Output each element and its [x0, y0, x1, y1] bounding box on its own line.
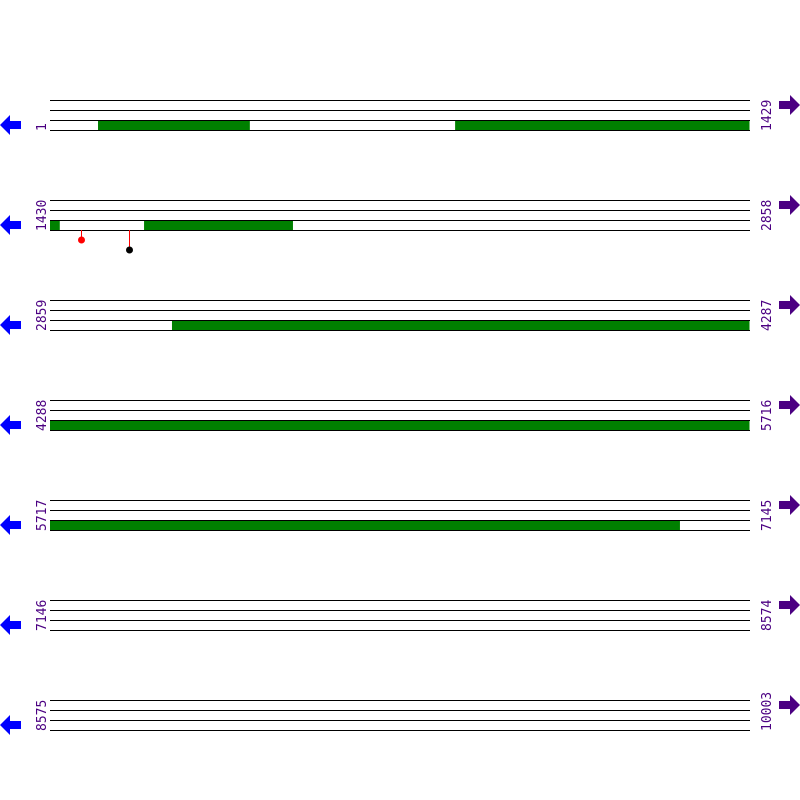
sequence-row: 2859 4287	[0, 295, 800, 335]
arrow-left-icon[interactable]	[0, 115, 21, 135]
arrow-right-icon[interactable]	[779, 395, 800, 415]
row-start-label: 1430	[35, 200, 50, 231]
arrow-right-icon[interactable]	[779, 695, 800, 715]
row-end-label: 2858	[760, 200, 775, 231]
sequence-row: 8575 10003	[0, 692, 800, 735]
sequence-row: 1 1429	[0, 95, 800, 135]
row-start-label: 5717	[35, 500, 50, 531]
arrow-right-icon[interactable]	[779, 495, 800, 515]
feature-bar[interactable]	[171, 320, 750, 330]
feature-bar[interactable]	[144, 220, 293, 230]
arrow-left-icon[interactable]	[0, 615, 21, 635]
row-end-label: 5716	[760, 400, 775, 431]
row-end-label: 4287	[760, 300, 775, 331]
marker-dot[interactable]	[126, 246, 133, 254]
arrow-left-icon[interactable]	[0, 715, 21, 735]
row-end-label: 7145	[760, 500, 775, 531]
row-start-label: 7146	[35, 600, 50, 631]
row-end-label: 1429	[760, 100, 775, 131]
arrow-left-icon[interactable]	[0, 415, 21, 435]
row-start-label: 4288	[35, 400, 50, 431]
feature-bar[interactable]	[98, 120, 250, 130]
feature-bar[interactable]	[50, 520, 680, 530]
arrow-right-icon[interactable]	[779, 295, 800, 315]
feature-bar[interactable]	[455, 120, 750, 130]
arrow-right-icon[interactable]	[779, 595, 800, 615]
arrow-left-icon[interactable]	[0, 515, 21, 535]
row-end-label: 10003	[760, 692, 775, 731]
row-start-label: 8575	[35, 700, 50, 731]
sequence-row: 1430 2858	[0, 195, 800, 254]
marker-dot[interactable]	[78, 236, 85, 244]
sequence-row: 5717 7145	[0, 495, 800, 535]
sequence-row: 7146 8574	[0, 595, 800, 635]
row-start-label: 1	[35, 123, 50, 131]
feature-bar[interactable]	[50, 420, 750, 430]
arrow-right-icon[interactable]	[779, 95, 800, 115]
arrow-left-icon[interactable]	[0, 215, 21, 235]
row-end-label: 8574	[760, 600, 775, 631]
arrow-left-icon[interactable]	[0, 315, 21, 335]
feature-bar[interactable]	[50, 220, 60, 230]
row-start-label: 2859	[35, 300, 50, 331]
sequence-row: 4288 5716	[0, 395, 800, 435]
arrow-right-icon[interactable]	[779, 195, 800, 215]
